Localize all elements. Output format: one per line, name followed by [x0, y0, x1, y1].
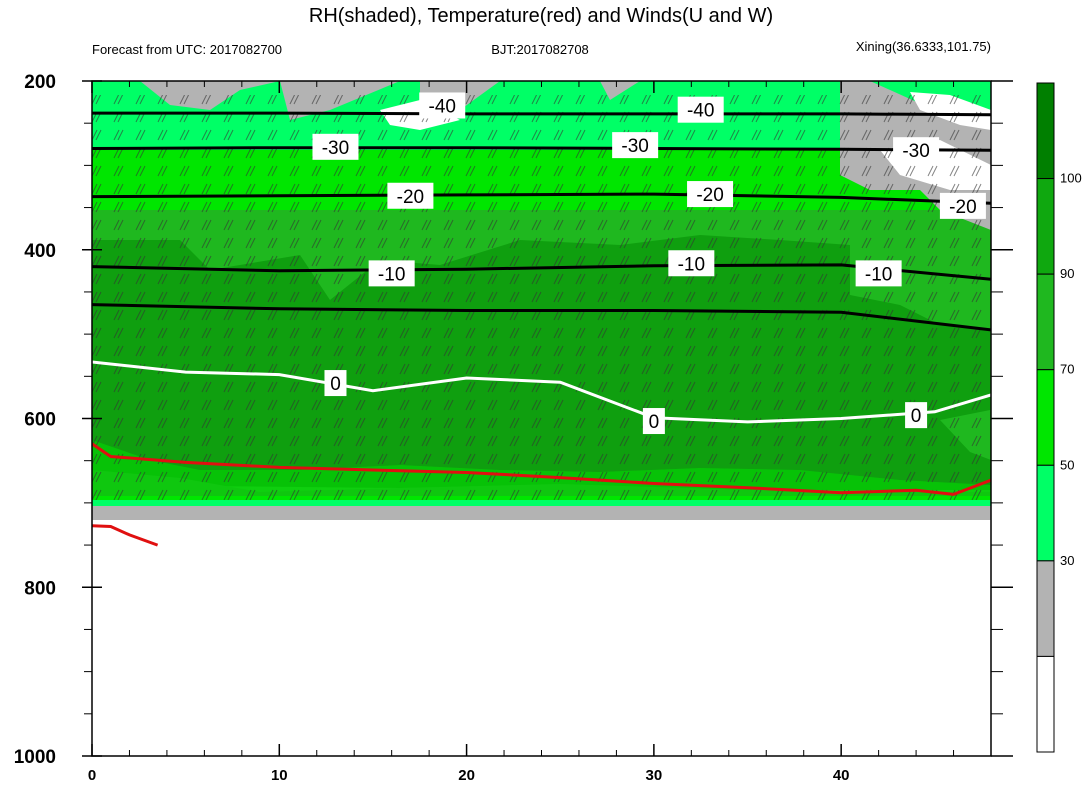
contour-label-box-9 [642, 408, 665, 435]
contour-label-7: -20 [696, 185, 723, 206]
contour-label-8: -10 [678, 254, 705, 275]
temperature-contour-0 [92, 111, 991, 117]
y-tick-label-2: 600 [24, 410, 56, 431]
colorbar-segment-5 [1036, 560, 1055, 657]
colorbar-segment-4 [1036, 464, 1055, 562]
contour-label-box-4 [324, 370, 347, 397]
contour-label-12: -10 [865, 264, 892, 285]
contour-label-box-12 [855, 260, 902, 287]
contour-label-box-2 [387, 182, 434, 209]
red-temperature-contour-group [92, 442, 991, 547]
red-contour-1 [92, 524, 159, 547]
y-tick-label-3: 800 [24, 578, 56, 599]
contour-label-box-10 [893, 137, 940, 164]
colorbar-label-1: 90 [1060, 266, 1074, 281]
contour-label-box-1 [312, 133, 359, 160]
temperature-contour-5 [92, 303, 991, 332]
contour-label-13: 0 [911, 406, 922, 427]
x-tick-label-2: 20 [458, 767, 475, 784]
contour-label-3: -10 [378, 264, 405, 285]
colorbar-segment-0 [1036, 82, 1055, 180]
contour-label-1: -30 [322, 138, 349, 159]
contour-label-0: -40 [429, 96, 456, 117]
colorbar-label-3: 50 [1060, 457, 1074, 472]
contour-label-box-7 [687, 181, 734, 208]
chart-title: RH(shaded), Temperature(red) and Winds(U… [309, 5, 773, 27]
contour-label-11: -20 [949, 197, 976, 218]
y-tick-label-4: 1000 [14, 747, 56, 768]
x-tick-label-4: 40 [833, 767, 850, 784]
colorbar-label-4: 30 [1060, 553, 1074, 568]
colorbar: 100 90 70 50 30 [1036, 82, 1082, 753]
contour-label-9: 0 [649, 412, 660, 433]
contour-label-2: -20 [397, 187, 424, 208]
wind-barb-layer [92, 95, 991, 500]
colorbar-segment-2 [1036, 273, 1055, 371]
colorbar-segment-6 [1036, 655, 1055, 753]
colorbar-label-2: 70 [1060, 362, 1074, 377]
contour-label-5: -40 [687, 101, 714, 122]
contour-label-box-6 [612, 132, 659, 159]
contour-label-box-5 [677, 96, 724, 123]
x-tick-label-3: 30 [646, 767, 663, 784]
x-tick-label-1: 10 [271, 767, 288, 784]
plot-area: -40 -30 -20 -10 0 -40 -30 -20 -10 0 -30 -20 -10 0 [92, 81, 991, 756]
y-tick-label-1: 400 [24, 241, 56, 262]
contour-label-box-8 [668, 250, 715, 277]
contour-label-6: -30 [621, 136, 648, 157]
axes-group: 0 10 20 30 40 200 400 600 800 1000 [14, 72, 1013, 784]
forecast-subtitle: Forecast from UTC: 2017082700 [92, 42, 282, 57]
temperature-contour-1 [92, 146, 991, 152]
contour-label-4: 0 [330, 374, 341, 395]
bjt-subtitle: BJT:2017082708 [491, 42, 589, 57]
contour-label-box-11 [939, 192, 986, 219]
contour-label-box-13 [905, 402, 928, 429]
contour-label-group: -40 -30 -20 -10 0 -40 -30 -20 -10 0 -30 -20 -10 0 [312, 92, 986, 435]
contour-label-box-0 [419, 92, 466, 119]
colorbar-segment-1 [1036, 178, 1055, 275]
temperature-contour-4 [92, 360, 991, 424]
colorbar-label-0: 100 [1060, 171, 1082, 186]
location-subtitle: Xining(36.6333,101.75) [856, 39, 991, 54]
colorbar-segment-3 [1036, 369, 1055, 466]
red-contour-0 [92, 442, 991, 496]
y-tick-label-0: 200 [24, 72, 56, 93]
contour-label-box-3 [368, 260, 415, 287]
rh-fill-band-low-gray [92, 506, 991, 520]
x-tick-label-0: 0 [88, 767, 96, 784]
temperature-contour-2 [92, 192, 991, 205]
contour-label-10: -30 [902, 141, 929, 162]
